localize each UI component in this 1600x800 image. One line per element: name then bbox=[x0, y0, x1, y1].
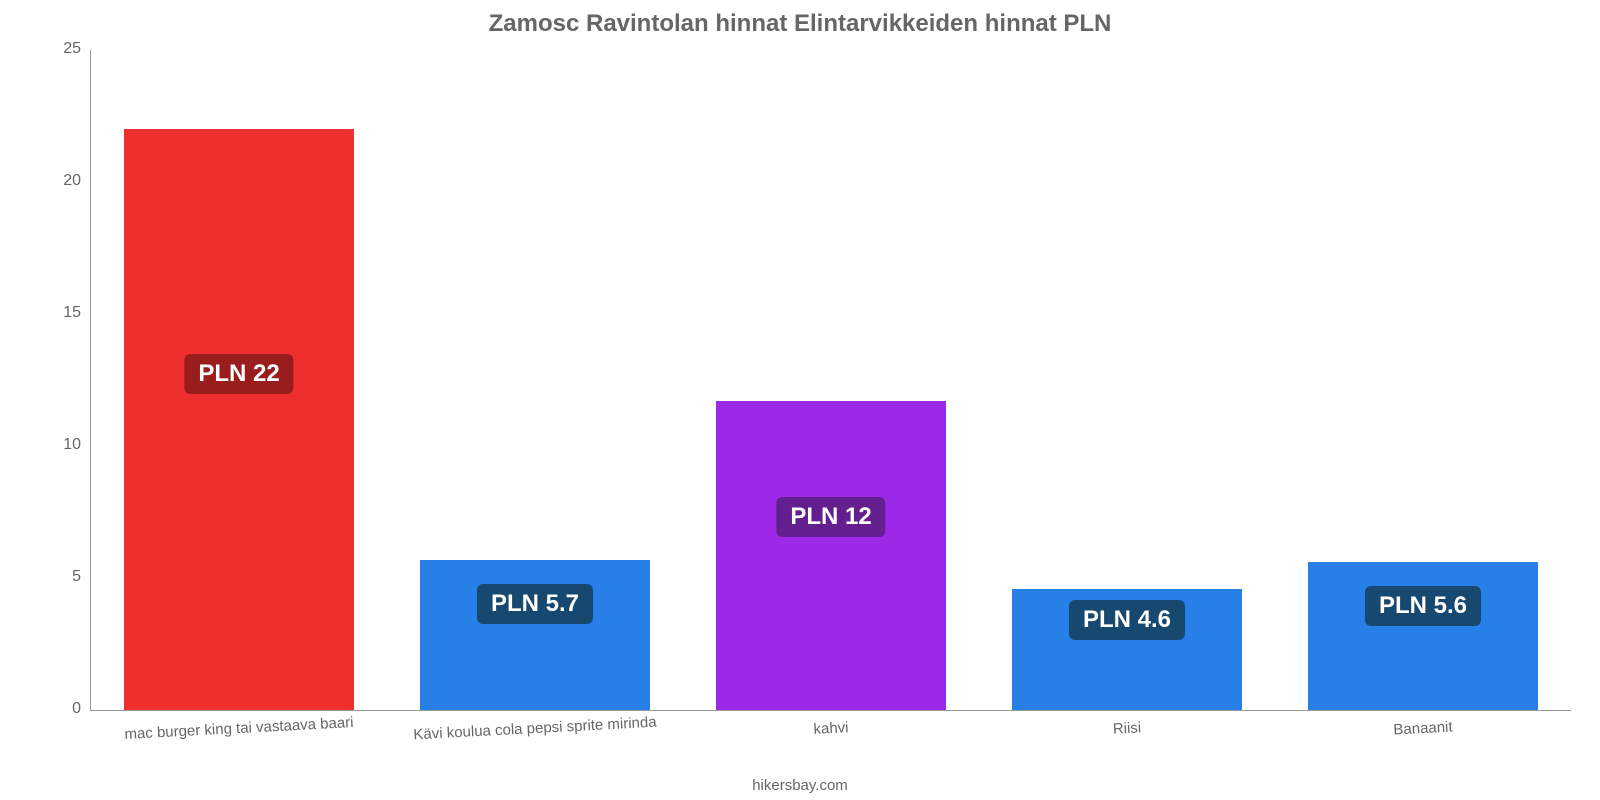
chart-bar bbox=[1308, 562, 1539, 710]
y-tick-label: 15 bbox=[41, 304, 81, 322]
attribution-text: hikersbay.com bbox=[0, 777, 1600, 794]
plot-area: 0510152025PLN 22mac burger king tai vast… bbox=[90, 50, 1571, 711]
chart-bar bbox=[420, 560, 651, 710]
chart-bar bbox=[716, 401, 947, 710]
x-axis-label: mac burger king tai vastaava baari bbox=[124, 714, 354, 743]
y-tick-label: 10 bbox=[41, 436, 81, 454]
x-axis-label: Kävi koulua cola pepsi sprite mirinda bbox=[413, 714, 657, 744]
value-badge: PLN 5.6 bbox=[1365, 586, 1481, 626]
value-badge: PLN 12 bbox=[776, 497, 885, 537]
chart-title: Zamosc Ravintolan hinnat Elintarvikkeide… bbox=[0, 10, 1600, 38]
chart-bar bbox=[124, 129, 355, 710]
y-tick-label: 0 bbox=[41, 700, 81, 718]
x-axis-label: kahvi bbox=[813, 719, 849, 738]
x-axis-label: Banaanit bbox=[1393, 718, 1453, 738]
bar-chart: Zamosc Ravintolan hinnat Elintarvikkeide… bbox=[0, 0, 1600, 800]
value-badge: PLN 5.7 bbox=[477, 584, 593, 624]
y-tick-label: 25 bbox=[41, 40, 81, 58]
value-badge: PLN 22 bbox=[184, 354, 293, 394]
x-axis-label: Riisi bbox=[1112, 719, 1141, 737]
y-tick-label: 20 bbox=[41, 172, 81, 190]
y-tick-label: 5 bbox=[41, 568, 81, 586]
value-badge: PLN 4.6 bbox=[1069, 600, 1185, 640]
